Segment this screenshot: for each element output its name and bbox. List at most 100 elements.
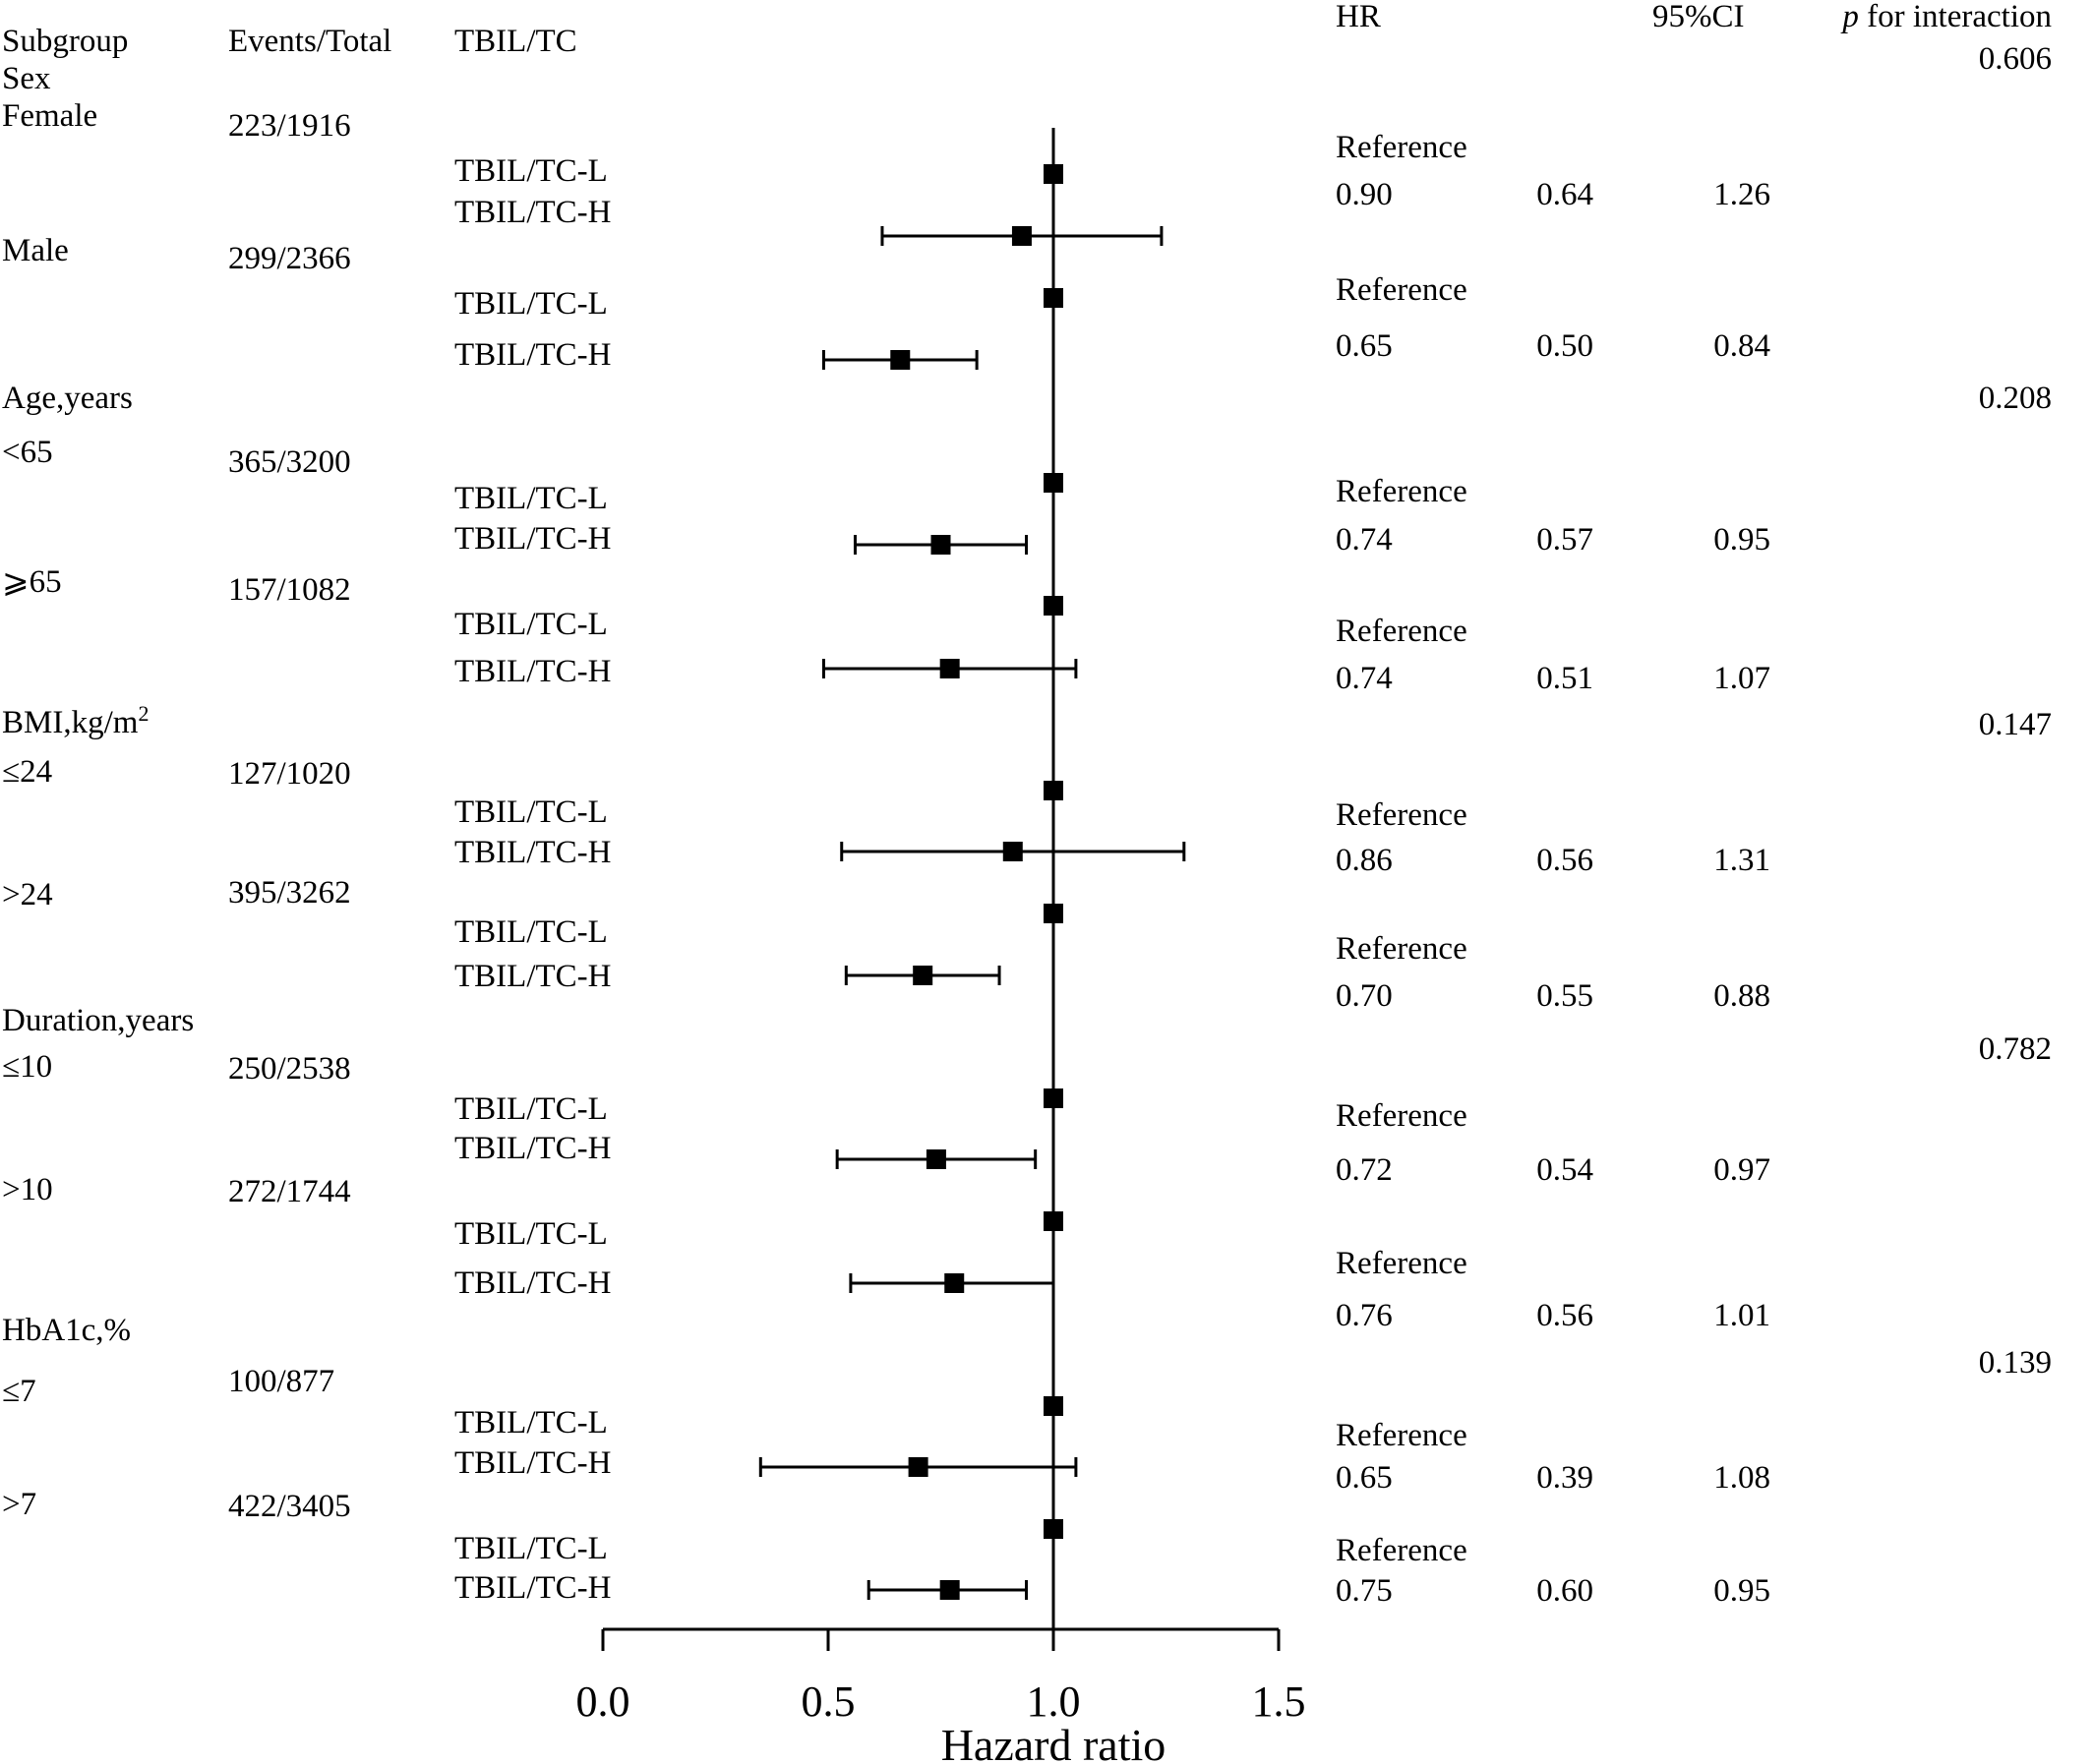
- events-total: 223/1916: [228, 108, 351, 144]
- p-interaction-value: 0.208: [1979, 381, 2052, 416]
- hr-point-marker: [1011, 226, 1032, 246]
- hr-point-marker: [944, 1273, 965, 1293]
- ci-upper-value: 0.88: [1713, 978, 1770, 1014]
- ci-upper-value: 0.95: [1713, 1573, 1770, 1609]
- hr-value: 0.65: [1336, 1460, 1393, 1496]
- table-rows: Sex 0.606 Female 223/1916 TBIL/TC-L Reference…: [2, 41, 2052, 1609]
- subgroup-label: >24: [2, 877, 53, 912]
- header-events: Events/Total: [228, 24, 391, 59]
- group-title: HbA1c,%: [2, 1313, 131, 1348]
- subgroup-label: Male: [2, 233, 69, 268]
- ci-lower-value: 0.54: [1536, 1152, 1593, 1188]
- exposure-level: TBIL/TC-L: [454, 1405, 608, 1441]
- exposure-level: TBIL/TC-H: [454, 1445, 611, 1481]
- subgroup-label: >7: [2, 1487, 36, 1522]
- p-interaction-value: 0.782: [1979, 1031, 2052, 1067]
- hr-point-marker: [1002, 842, 1023, 861]
- exposure-level: TBIL/TC-H: [454, 1265, 611, 1301]
- events-total: 422/3405: [228, 1489, 351, 1524]
- subgroup-label: >10: [2, 1172, 53, 1207]
- exposure-level: TBIL/TC-L: [454, 153, 608, 189]
- exposure-level: TBIL/TC-L: [454, 481, 608, 516]
- hr-value: Reference: [1336, 614, 1467, 649]
- ci-lower-value: 0.57: [1536, 522, 1593, 558]
- group-title: Sex: [2, 61, 51, 96]
- group-title: BMI,kg/m2: [2, 701, 149, 740]
- exposure-level: TBIL/TC-L: [454, 1216, 608, 1252]
- group-title: Age,years: [2, 381, 133, 416]
- subgroup-label: ≤7: [2, 1374, 36, 1409]
- events-total: 100/877: [228, 1364, 334, 1399]
- exposure-level: TBIL/TC-H: [454, 337, 611, 373]
- exposure-level: TBIL/TC-H: [454, 959, 611, 994]
- events-total: 365/3200: [228, 444, 351, 480]
- exposure-level: TBIL/TC-L: [454, 1531, 608, 1566]
- exposure-level: TBIL/TC-L: [454, 607, 608, 642]
- exposure-level: TBIL/TC-H: [454, 1131, 611, 1166]
- hr-value: Reference: [1336, 1246, 1467, 1281]
- ci-lower-value: 0.56: [1536, 843, 1593, 878]
- hr-value: 0.90: [1336, 177, 1393, 212]
- hr-point-marker: [890, 350, 911, 370]
- x-axis-label: Hazard ratio: [941, 1720, 1166, 1764]
- hr-value: Reference: [1336, 797, 1467, 833]
- hr-value: Reference: [1336, 272, 1467, 308]
- plot-marks: [758, 164, 1186, 1600]
- exposure-level: TBIL/TC-L: [454, 794, 608, 830]
- events-total: 157/1082: [228, 572, 351, 608]
- events-total: 299/2366: [228, 241, 351, 276]
- ci-lower-value: 0.55: [1536, 978, 1593, 1014]
- exposure-level: TBIL/TC-L: [454, 1091, 608, 1127]
- events-total: 395/3262: [228, 875, 351, 911]
- group-title: Duration,years: [2, 1003, 194, 1038]
- subgroup-label: ⩾65: [2, 564, 62, 600]
- header-ci: 95%CI: [1652, 0, 1745, 34]
- header-subgroup: Subgroup: [2, 24, 128, 59]
- hr-point-marker: [908, 1457, 928, 1477]
- hr-value: 0.75: [1336, 1573, 1393, 1609]
- p-interaction-value: 0.606: [1979, 41, 2052, 77]
- exposure-level: TBIL/TC-H: [454, 1570, 611, 1606]
- ci-upper-value: 1.07: [1713, 661, 1770, 696]
- hr-point-marker: [926, 1149, 946, 1169]
- exposure-level: TBIL/TC-H: [454, 521, 611, 557]
- exposure-level: TBIL/TC-L: [454, 914, 608, 950]
- x-tick-label: 0.5: [802, 1677, 856, 1726]
- hr-value: Reference: [1336, 931, 1467, 967]
- hr-point-marker: [939, 1580, 960, 1600]
- ci-upper-value: 0.84: [1713, 328, 1770, 364]
- ci-upper-value: 1.08: [1713, 1460, 1770, 1496]
- hr-value: Reference: [1336, 1418, 1467, 1453]
- hr-value: 0.86: [1336, 843, 1393, 878]
- hr-value: Reference: [1336, 1098, 1467, 1134]
- exposure-level: TBIL/TC-H: [454, 654, 611, 689]
- hr-value: 0.65: [1336, 328, 1393, 364]
- hr-value: 0.74: [1336, 661, 1393, 696]
- subgroup-label: ≤10: [2, 1049, 52, 1085]
- ci-lower-value: 0.51: [1536, 661, 1593, 696]
- ci-upper-value: 1.31: [1713, 843, 1770, 878]
- hr-point-marker: [913, 966, 933, 985]
- x-axis: 0.0 0.5 1.0 1.5: [576, 1627, 1306, 1726]
- events-total: 127/1020: [228, 756, 351, 792]
- hr-value: Reference: [1336, 130, 1467, 165]
- p-interaction-value: 0.139: [1979, 1345, 2052, 1381]
- exposure-level: TBIL/TC-H: [454, 835, 611, 870]
- hr-value: 0.72: [1336, 1152, 1393, 1188]
- ci-lower-value: 0.64: [1536, 177, 1593, 212]
- header-exposure: TBIL/TC: [454, 24, 577, 59]
- exposure-level: TBIL/TC-L: [454, 286, 608, 322]
- x-tick-label: 0.0: [576, 1677, 630, 1726]
- header-p-interaction: p for interaction: [1840, 0, 2052, 34]
- exposure-level: TBIL/TC-H: [454, 195, 611, 230]
- p-interaction-value: 0.147: [1979, 707, 2052, 742]
- hr-value: Reference: [1336, 1533, 1467, 1568]
- header-hr: HR: [1336, 0, 1381, 34]
- ci-upper-value: 0.97: [1713, 1152, 1770, 1188]
- ci-upper-value: 0.95: [1713, 522, 1770, 558]
- events-total: 272/1744: [228, 1174, 351, 1209]
- hr-point-marker: [930, 535, 951, 555]
- events-total: 250/2538: [228, 1051, 351, 1087]
- hr-value: 0.70: [1336, 978, 1393, 1014]
